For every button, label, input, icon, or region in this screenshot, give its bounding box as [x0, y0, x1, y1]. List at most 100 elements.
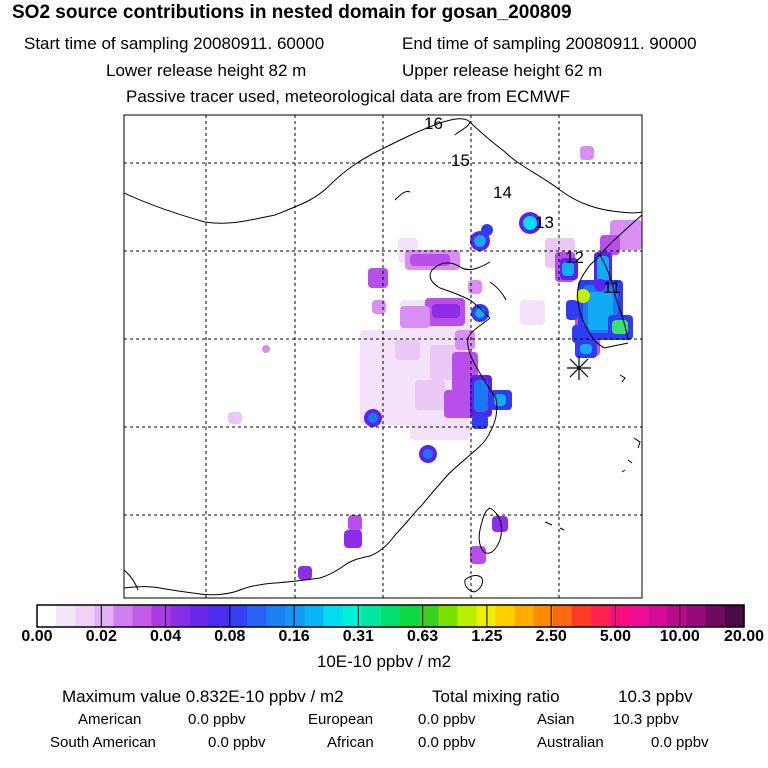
colorbar-swatch	[648, 605, 669, 627]
colorbar-swatch	[686, 605, 707, 627]
contribution-patch	[470, 546, 486, 564]
south-american-label: South American	[50, 734, 156, 751]
european-value: 0.0 ppbv	[418, 711, 476, 728]
colorbar-tick-label: 0.08	[214, 628, 246, 645]
colorbar-swatch	[457, 605, 478, 627]
contribution-patch	[468, 280, 482, 294]
contribution-patch	[228, 412, 242, 424]
contribution-patch	[372, 300, 386, 314]
contribution-patch	[298, 566, 312, 580]
maximum-value: Maximum value 0.832E-10 ppbv / m2	[62, 687, 344, 706]
total-mixing-ratio-label: Total mixing ratio	[432, 687, 560, 706]
colorbar	[36, 605, 745, 627]
australian-value: 0.0 ppbv	[651, 734, 709, 751]
contribution-patch	[474, 235, 486, 247]
start-time-label: Start time of sampling 20080911. 60000	[24, 34, 325, 53]
contribution-patch	[262, 345, 270, 353]
contribution-patch	[580, 344, 592, 354]
colorbar-swatch	[476, 605, 497, 627]
colorbar-swatch	[285, 605, 306, 627]
lat-lon-gridlines	[124, 115, 642, 598]
colorbar-swatch	[438, 605, 458, 627]
colorbar-swatch	[610, 605, 630, 627]
colorbar-swatch	[208, 605, 229, 627]
colorbar-swatch	[629, 605, 650, 627]
contribution-patch	[400, 306, 430, 328]
contribution-patch	[474, 380, 488, 412]
colorbar-swatch	[361, 605, 382, 627]
european-label: European	[308, 711, 374, 728]
colorbar-swatch	[247, 605, 267, 627]
colorbar-tick-label: 0.00	[21, 628, 53, 645]
day-marker-11: 11	[603, 278, 621, 297]
day-marker-15: 15	[451, 151, 470, 170]
receptor-marker	[567, 356, 591, 380]
colorbar-tick-label: 1.25	[471, 628, 503, 645]
asian-value: 10.3 ppbv	[613, 711, 679, 728]
contribution-patch	[415, 380, 445, 410]
colorbar-swatch	[132, 605, 153, 627]
colorbar-tick-label: 0.31	[342, 628, 374, 645]
contribution-patch	[395, 340, 420, 360]
map-frame	[123, 114, 643, 599]
tracer-note: Passive tracer used, meteorological data…	[126, 87, 571, 106]
colorbar-swatch	[228, 605, 248, 627]
day-marker-14: 14	[493, 183, 512, 202]
colorbar-swatch	[705, 605, 726, 627]
colorbar-tick-label: 0.02	[85, 628, 117, 645]
colorbar-swatch	[113, 605, 134, 627]
contribution-patch	[597, 256, 609, 286]
colorbar-swatch	[151, 605, 172, 627]
colorbar-swatch	[572, 605, 592, 627]
contribution-patch	[562, 262, 574, 276]
end-time-label: End time of sampling 20080911. 90000	[402, 34, 697, 53]
colorbar-swatch	[94, 605, 115, 627]
day-marker-13: 13	[535, 213, 554, 232]
colorbar-units: 10E-10 ppbv / m2	[316, 652, 452, 671]
contribution-patch	[481, 224, 493, 236]
contribution-patch	[368, 268, 388, 288]
colorbar-swatch	[552, 605, 573, 627]
colorbar-swatch	[495, 605, 516, 627]
colorbar-swatch	[667, 605, 688, 627]
colorbar-swatch	[380, 605, 401, 627]
colorbar-swatch	[400, 605, 420, 627]
colorbar-swatch	[419, 605, 439, 627]
colorbar-swatch	[266, 605, 287, 627]
african-value: 0.0 ppbv	[418, 734, 476, 751]
contribution-patch	[368, 413, 378, 423]
asian-label: Asian	[537, 711, 575, 728]
contribution-patch	[588, 292, 613, 330]
colorbar-swatch	[591, 605, 611, 627]
colorbar-swatch	[56, 605, 76, 627]
colorbar-swatch	[170, 605, 191, 627]
contribution-patch	[492, 516, 508, 532]
colorbar-swatch	[514, 605, 535, 627]
african-label: African	[327, 734, 374, 751]
colorbar-tick-label: 5.00	[599, 628, 632, 645]
colorbar-swatch	[37, 605, 57, 627]
colorbar-swatch	[724, 605, 745, 627]
contribution-patch	[444, 390, 474, 418]
colorbar-tick-label: 2.50	[535, 628, 567, 645]
contribution-field	[228, 146, 642, 580]
chart-title: SO2 source contributions in nested domai…	[12, 2, 572, 23]
contribution-patch	[472, 415, 488, 429]
colorbar-swatch	[304, 605, 325, 627]
colorbar-swatch	[533, 605, 554, 627]
contribution-patch	[566, 300, 578, 320]
colorbar-swatch	[75, 605, 95, 627]
colorbar-swatch	[323, 605, 344, 627]
upper-release-height-label: Upper release height 62 m	[402, 61, 603, 80]
colorbar-tick-label: 0.63	[407, 628, 439, 645]
american-label: American	[78, 711, 142, 728]
lower-release-height-label: Lower release height 82 m	[106, 61, 307, 80]
contribution-patch	[580, 146, 594, 160]
colorbar-tick-label: 10.00	[659, 628, 700, 645]
colorbar-frame	[36, 604, 745, 628]
day-marker-16: 16	[424, 114, 443, 133]
day-markers: 16 15 14 13 12 11	[424, 114, 621, 297]
contribution-patch	[423, 449, 433, 459]
total-mixing-ratio-value: 10.3 ppbv	[618, 687, 693, 706]
colorbar-swatch	[189, 605, 210, 627]
